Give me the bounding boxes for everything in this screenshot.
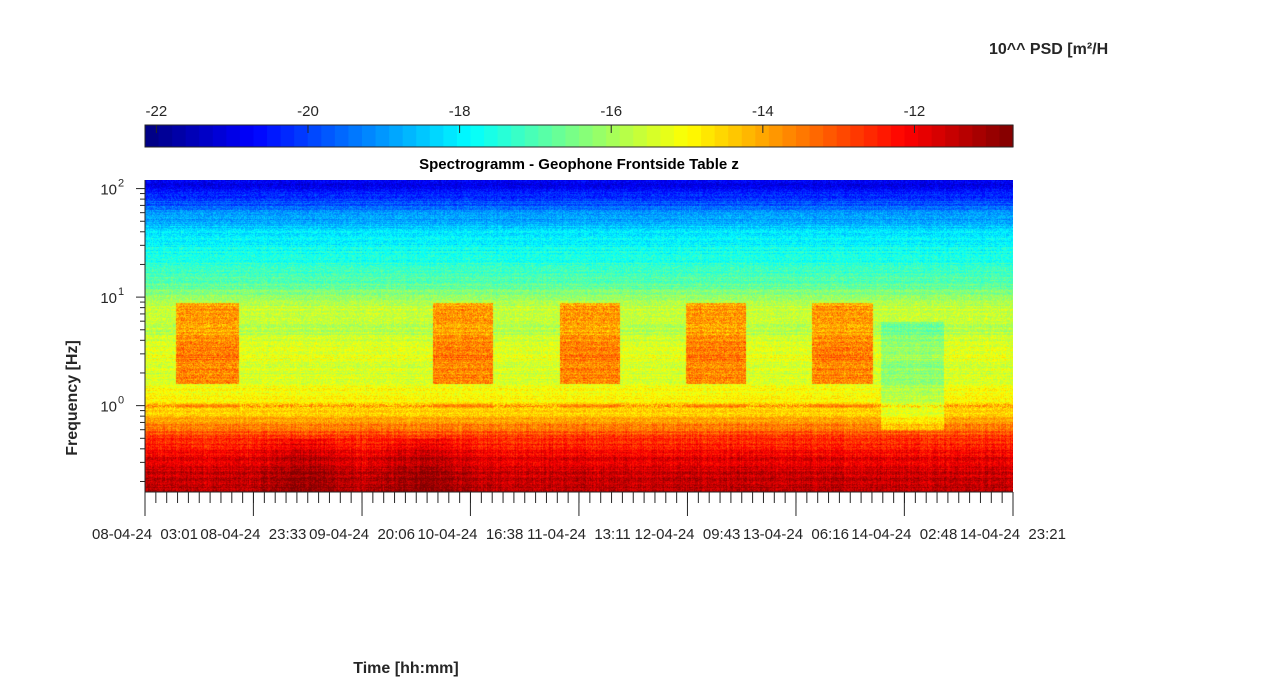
colorbar-swatch [592,125,607,147]
colorbar-swatch [714,125,729,147]
colorbar-swatch [687,125,702,147]
colorbar-swatch [985,125,1001,147]
colorbar-swatch [863,125,878,147]
colorbar-swatch [823,125,838,147]
chart-title: Spectrogramm - Geophone Frontside Table … [419,156,739,173]
colorbar-swatch [511,125,526,147]
x-tick-label: 11-04-24 13:11 [527,526,631,543]
colorbar-swatch [945,125,960,147]
colorbar-swatch [362,125,377,147]
colorbar-swatch [212,125,227,147]
colorbar-swatch [334,125,350,147]
colorbar-swatch [375,125,390,147]
colorbar-swatch [443,125,458,147]
colorbar-swatch [796,125,811,147]
colorbar-tick-label: -22 [146,103,168,120]
colorbar-swatch [185,125,200,147]
colorbar-swatch [389,125,404,147]
x-tick-label: 08-04-24 03:01 [92,526,198,543]
colorbar-swatch [999,125,1014,147]
colorbar-swatch [226,125,241,147]
x-axis-label: Time [hh:mm] [353,660,458,677]
colorbar-frame [144,124,1014,148]
y-tick-label: 10 [100,182,117,199]
colorbar-swatch [782,125,797,147]
colorbar-swatch [646,125,661,147]
colorbar-swatch [307,125,322,147]
colorbar-swatch [416,125,431,147]
colorbar-tick-label: -20 [297,103,319,120]
colorbar-swatch [918,125,933,147]
colorbar-swatch [972,125,987,147]
colorbar-swatch [660,125,675,147]
colorbar: -22 -20 -18 -16 -14 -12 [144,103,1014,148]
colorbar-swatch [741,125,756,147]
colorbar-swatch [579,125,594,147]
colorbar-swatch [280,125,295,147]
x-tick-label: 12-04-24 09:43 [634,526,740,543]
colorbar-swatch [836,125,851,147]
colorbar-swatch [172,125,187,147]
colorbar-swatch [484,125,499,147]
colorbar-swatch [755,125,770,147]
x-tick-label: 10-04-24 16:38 [417,526,523,543]
colorbar-swatch [606,125,621,147]
colorbar-swatch [551,125,567,147]
colorbar-swatch [294,125,309,147]
colorbar-tick-label: -18 [449,103,471,120]
colorbar-swatch [239,125,255,147]
colorbar-swatch [633,125,648,147]
colorbar-swatch [673,125,689,147]
x-tick-label: 14-04-24 23:21 [960,526,1066,543]
colorbar-swatch [497,125,512,147]
colorbar-swatch [538,125,553,147]
colorbar-swatch [958,125,973,147]
colorbar-swatch [402,125,417,147]
colorbar-label: 10^^ PSD [m²/H [989,41,1109,58]
colorbar-swatch [850,125,865,147]
x-tick-label: 08-04-24 23:33 [200,526,306,543]
colorbar-swatch [619,125,634,147]
colorbar-swatch [253,125,268,147]
colorbar-swatch [158,125,173,147]
spectrogram-heatmap [145,180,1013,492]
colorbar-swatch [524,125,539,147]
colorbar-swatch [470,125,485,147]
colorbar-swatch [321,125,336,147]
colorbar-swatch [145,125,160,147]
y-axis-label: Frequency [Hz] [64,340,81,456]
x-tick-label: 14-04-24 02:48 [851,526,957,543]
colorbar-swatch [890,125,906,147]
colorbar-swatch [768,125,784,147]
x-tick-label: 09-04-24 20:06 [309,526,415,543]
y-tick-exponent: 1 [118,286,124,298]
y-tick-exponent: 0 [118,395,124,407]
y-tick-label: 10 [100,290,117,307]
colorbar-tick-label: -12 [904,103,926,120]
colorbar-swatch [429,125,444,147]
y-tick-label: 10 [100,399,117,416]
colorbar-swatch [877,125,892,147]
colorbar-swatch [701,125,716,147]
colorbar-swatch [728,125,743,147]
colorbar-swatch [931,125,946,147]
y-tick-exponent: 2 [118,178,124,190]
colorbar-swatch [348,125,363,147]
colorbar-swatch [456,125,472,147]
colorbar-swatch [904,125,919,147]
colorbar-swatch [267,125,282,147]
x-axis: 08-04-24 03:01 08-04-24 23:33 09-04-24 20:… [92,491,1066,543]
colorbar-tick-label: -16 [600,103,622,120]
colorbar-tick-label: -14 [752,103,774,120]
x-tick-label: 13-04-24 06:16 [743,526,849,543]
colorbar-swatch [199,125,214,147]
colorbar-swatch [565,125,580,147]
colorbar-swatch [809,125,824,147]
